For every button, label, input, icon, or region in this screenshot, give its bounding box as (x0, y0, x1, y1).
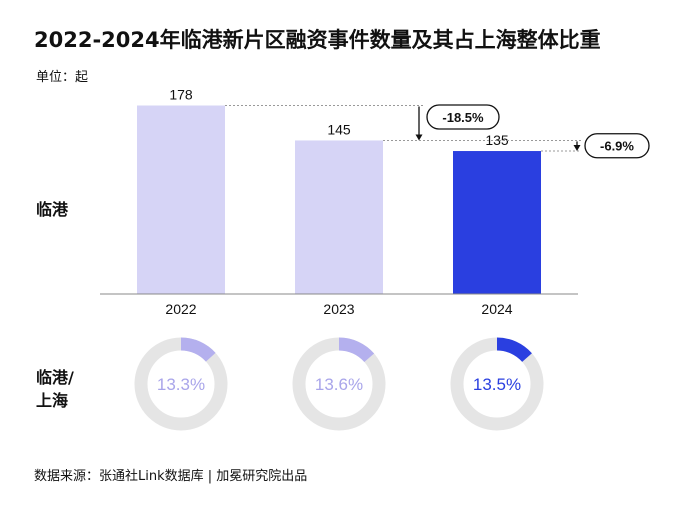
x-tick-label: 2022 (165, 301, 196, 317)
donut-share-label: 13.5% (473, 375, 521, 394)
bar-2023 (295, 140, 383, 294)
bar-value-label: 178 (169, 86, 193, 102)
donut-slice-2024 (450, 337, 544, 431)
donut-slice-2023 (292, 337, 386, 431)
bar-2024 (453, 151, 541, 294)
donut-share-label: 13.3% (157, 375, 205, 394)
change-label: -6.9% (600, 139, 634, 154)
row-label-donut: 临港/ 上海 (36, 368, 74, 410)
down-arrow-icon (415, 134, 423, 141)
chart-title: 2022-2024年临港新片区融资事件数量及其占上海整体比重 (34, 28, 601, 52)
donut-share-label: 13.6% (315, 375, 363, 394)
down-arrow-icon (573, 145, 581, 152)
change-pill (426, 104, 500, 130)
bar-value-label: 145 (327, 121, 351, 137)
bar-value-label: 135 (485, 132, 509, 148)
unit-label: 单位：起 (36, 70, 89, 85)
x-tick-label: 2024 (481, 301, 512, 317)
change-label: -18.5% (442, 110, 484, 125)
change-pill (584, 133, 650, 159)
bar-2022 (137, 105, 225, 294)
source-note: 数据来源：张通社Link数据库 | 加冕研究院出品 (34, 469, 308, 484)
row-label-bar: 临港 (36, 200, 69, 219)
x-tick-label: 2023 (323, 301, 354, 317)
donut-slice-2022 (134, 337, 228, 431)
